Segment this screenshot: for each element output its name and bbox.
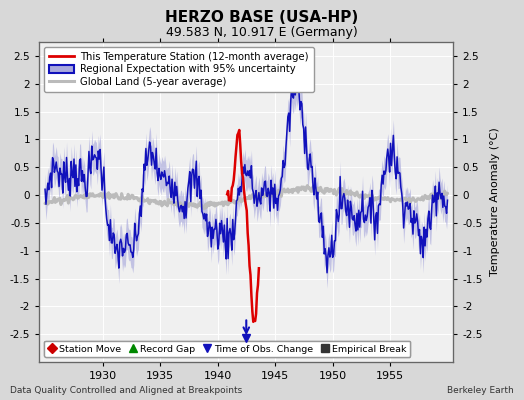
Text: Data Quality Controlled and Aligned at Breakpoints: Data Quality Controlled and Aligned at B… [10, 386, 243, 395]
Y-axis label: Temperature Anomaly (°C): Temperature Anomaly (°C) [489, 128, 499, 276]
Text: HERZO BASE (USA-HP): HERZO BASE (USA-HP) [166, 10, 358, 25]
Text: 49.583 N, 10.917 E (Germany): 49.583 N, 10.917 E (Germany) [166, 26, 358, 39]
Text: Berkeley Earth: Berkeley Earth [447, 386, 514, 395]
Legend: Station Move, Record Gap, Time of Obs. Change, Empirical Break: Station Move, Record Gap, Time of Obs. C… [44, 340, 410, 357]
